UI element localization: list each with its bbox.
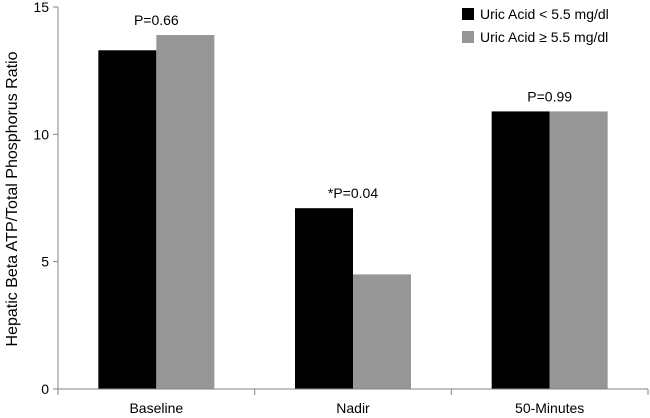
- p-value-baseline: P=0.66: [134, 12, 179, 28]
- bar-50-minutes-series-0: [491, 111, 550, 389]
- bar-baseline-series-0: [98, 50, 157, 389]
- legend-swatch-below-5-5: [462, 8, 474, 20]
- x-tick-label-50-minutes: 50-Minutes: [515, 400, 584, 416]
- bar-nadir-series-0: [295, 208, 353, 389]
- legend-label-below-5-5: Uric Acid < 5.5 mg/dl: [480, 6, 609, 22]
- p-value-50-minutes: P=0.99: [527, 88, 572, 104]
- y-tick-label-10: 10: [33, 126, 49, 142]
- annotations-group: P=0.66 *P=0.04 P=0.99: [134, 12, 572, 201]
- y-tick-label-0: 0: [41, 381, 49, 397]
- x-tick-label-baseline: Baseline: [129, 400, 183, 416]
- x-tick-label-nadir: Nadir: [336, 400, 370, 416]
- y-tick-label-5: 5: [41, 254, 49, 270]
- y-tick-label-15: 15: [33, 0, 49, 15]
- legend-label-at-or-above-5-5: Uric Acid ≥ 5.5 mg/dl: [480, 29, 608, 45]
- legend-swatch-at-or-above-5-5: [462, 31, 474, 43]
- x-ticks-group: Baseline Nadir 50-Minutes: [57, 389, 649, 416]
- bar-baseline-series-1: [156, 35, 215, 389]
- bar-nadir-series-1: [353, 274, 411, 389]
- bar-50-minutes-series-1: [549, 111, 608, 389]
- y-axis-label: Hepatic Beta ATP/Total Phosphorus Ratio: [4, 51, 21, 346]
- legend: Uric Acid < 5.5 mg/dl Uric Acid ≥ 5.5 mg…: [462, 6, 609, 45]
- p-value-nadir: *P=0.04: [328, 185, 378, 201]
- y-ticks-group: 0 5 10 15: [33, 0, 58, 397]
- bars-group: [98, 35, 608, 389]
